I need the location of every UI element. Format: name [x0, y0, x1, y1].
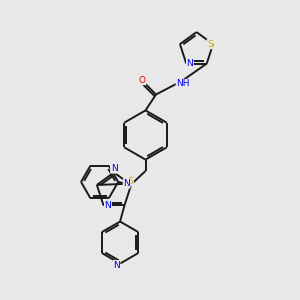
Text: N: N — [187, 59, 193, 68]
Text: N: N — [113, 261, 120, 270]
Text: S: S — [128, 177, 134, 186]
Text: O: O — [139, 76, 146, 85]
Text: N: N — [104, 201, 111, 210]
Text: N: N — [111, 164, 117, 173]
Text: NH: NH — [176, 80, 190, 88]
Text: S: S — [207, 40, 213, 49]
Text: N: N — [123, 179, 130, 188]
